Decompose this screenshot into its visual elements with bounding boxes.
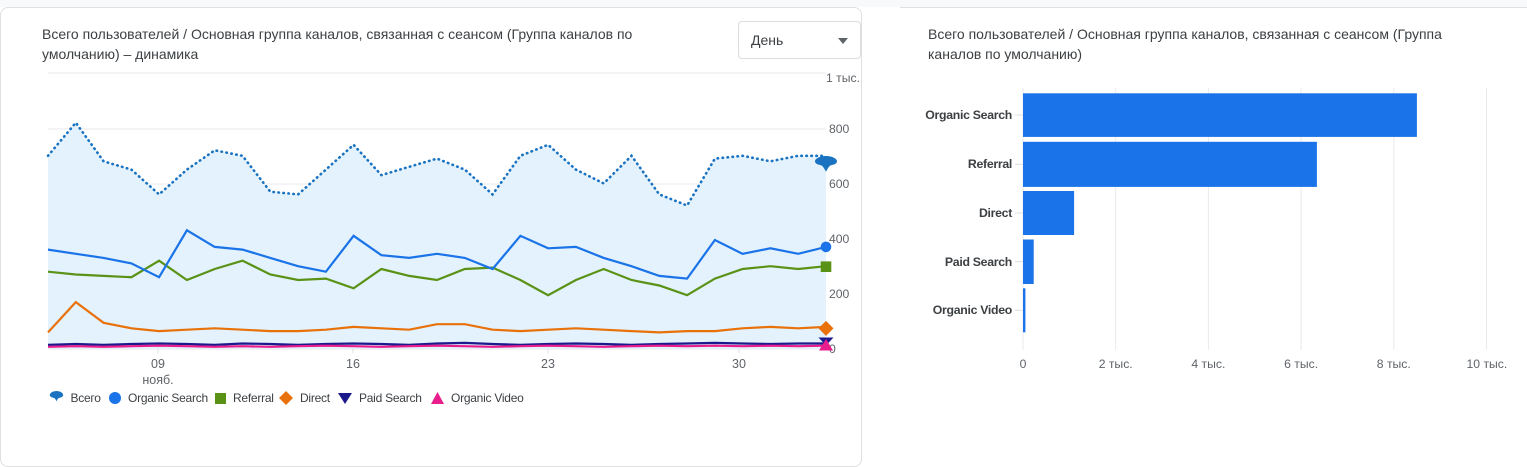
svg-text:200: 200 bbox=[829, 287, 850, 301]
svg-text:Organic Video: Organic Video bbox=[933, 303, 1013, 317]
svg-text:Organic Search: Organic Search bbox=[925, 108, 1012, 122]
svg-text:8 тыс.: 8 тыс. bbox=[1377, 357, 1411, 371]
svg-text:600: 600 bbox=[829, 177, 850, 191]
svg-text:16: 16 bbox=[346, 357, 360, 371]
svg-text:Referral: Referral bbox=[968, 157, 1012, 171]
svg-text:400: 400 bbox=[829, 232, 850, 246]
svg-text:23: 23 bbox=[541, 357, 555, 371]
svg-text:800: 800 bbox=[829, 122, 850, 136]
svg-text:10 тыс.: 10 тыс. bbox=[1467, 357, 1508, 371]
svg-text:1 тыс.: 1 тыс. bbox=[826, 71, 860, 85]
svg-text:0: 0 bbox=[1020, 357, 1027, 371]
svg-text:2 тыс.: 2 тыс. bbox=[1099, 357, 1133, 371]
svg-text:09: 09 bbox=[151, 357, 165, 371]
svg-text:Direct: Direct bbox=[979, 206, 1012, 220]
svg-text:4 тыс.: 4 тыс. bbox=[1191, 357, 1225, 371]
svg-text:нояб.: нояб. bbox=[142, 373, 173, 387]
svg-text:6 тыс.: 6 тыс. bbox=[1284, 357, 1318, 371]
svg-text:30: 30 bbox=[732, 357, 746, 371]
svg-text:Paid Search: Paid Search bbox=[945, 255, 1012, 269]
